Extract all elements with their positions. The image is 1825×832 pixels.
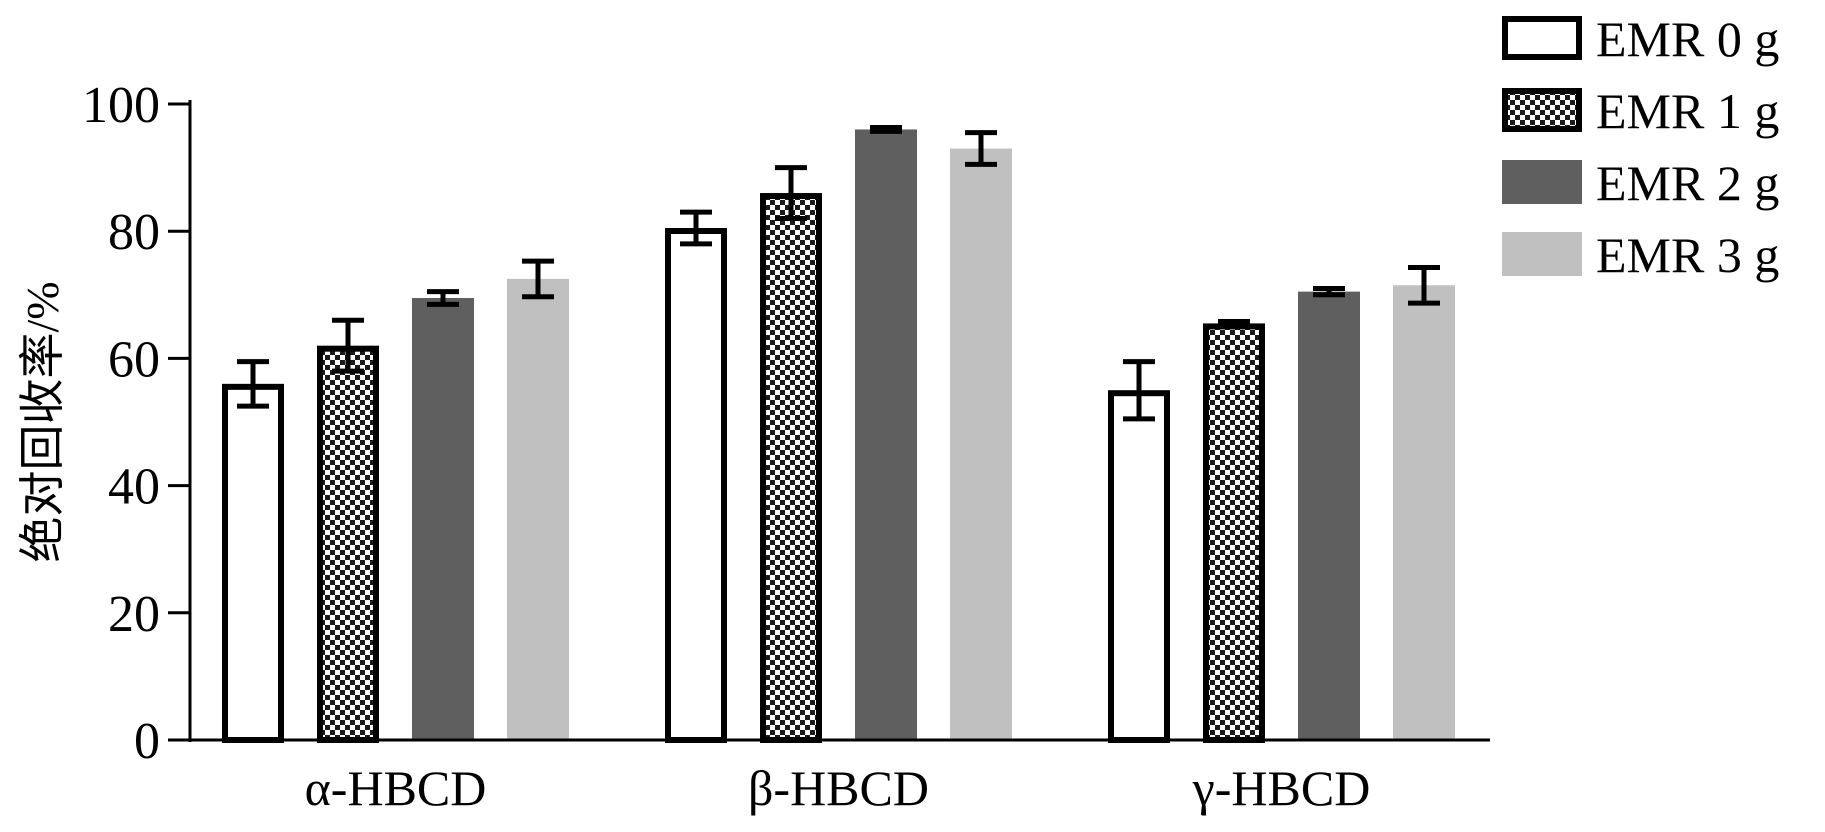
legend-label-4: EMR 3 g (1596, 227, 1779, 283)
y-tick-label-60: 60 (108, 331, 160, 388)
bar-2-4 (950, 148, 1012, 740)
x-tick-label-3: γ-HBCD (1192, 760, 1371, 816)
error-bar-2-3 (870, 125, 902, 134)
error-bar-2-4 (965, 130, 997, 167)
bar-1-3 (412, 297, 474, 740)
legend-label-3: EMR 2 g (1596, 155, 1779, 211)
y-tick-label-80: 80 (108, 204, 160, 261)
legend-label-1: EMR 0 g (1596, 11, 1779, 67)
legend: EMR 0 g EMR 1 g EMR 2 g EMR 3 g (1502, 11, 1779, 283)
error-bar-1-4 (522, 258, 554, 300)
legend-item-3: EMR 2 g (1502, 155, 1779, 211)
error-bar-3-3 (1313, 285, 1345, 298)
bar-3-3 (1298, 291, 1360, 740)
y-tick-label-100: 100 (82, 77, 160, 134)
legend-swatch-3 (1502, 160, 1582, 204)
legend-item-2: EMR 1 g (1502, 83, 1779, 139)
legend-item-4: EMR 3 g (1502, 227, 1779, 283)
error-bar-3-4 (1408, 264, 1440, 306)
legend-item-1: EMR 0 g (1502, 11, 1779, 67)
error-bar-1-2 (332, 317, 364, 374)
y-tick-label-20: 20 (108, 586, 160, 643)
y-tick-label-40: 40 (108, 459, 160, 516)
bar-2-1 (665, 228, 727, 744)
legend-label-2: EMR 1 g (1596, 83, 1779, 139)
bar-1-1 (222, 383, 284, 743)
bar-1-2 (317, 345, 379, 743)
error-bar-1-1 (237, 359, 269, 409)
bar-3-4 (1393, 285, 1455, 740)
y-axis-label: 绝对回收率/% (17, 281, 68, 562)
axes-layer: α-HBCD β-HBCD γ-HBCD 0 20 40 60 80 100 绝对回收率/% (17, 77, 1490, 816)
bar-2-2 (760, 193, 822, 744)
bar-3-2 (1203, 323, 1265, 743)
bar-3-1 (1108, 390, 1170, 743)
legend-swatch-2 (1502, 88, 1582, 132)
error-bar-1-3 (427, 289, 459, 307)
error-bar-3-1 (1123, 359, 1155, 422)
x-tick-label-1: α-HBCD (305, 760, 487, 816)
error-bar-3-2 (1218, 319, 1250, 328)
bars-layer (222, 125, 1455, 744)
y-tick-label-0: 0 (134, 713, 160, 770)
bar-2-3 (855, 129, 917, 740)
x-tick-label-2: β-HBCD (748, 760, 929, 816)
bar-1-4 (507, 278, 569, 740)
error-bar-2-2 (775, 165, 807, 221)
legend-swatch-1 (1502, 16, 1582, 60)
legend-swatch-4 (1502, 232, 1582, 276)
error-bar-2-1 (680, 209, 712, 247)
